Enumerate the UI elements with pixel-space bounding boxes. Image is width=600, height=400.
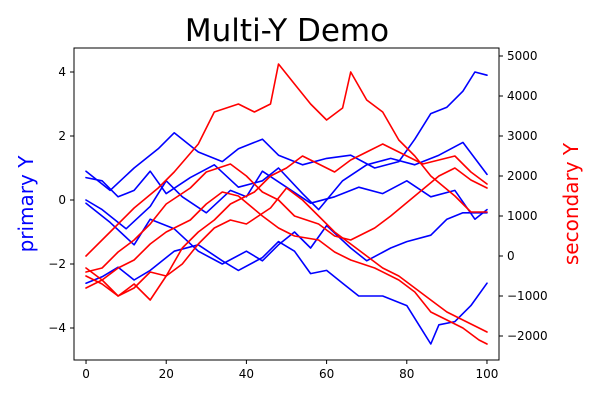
series-line-primary-4 [85,202,488,265]
x-axis: 0 20 40 60 80 100 [82,360,498,381]
series-line-primary-1 [85,71,488,192]
series-line-secondary-8 [85,163,488,273]
x-tick-label: 40 [239,367,254,381]
x-tick-label: 100 [476,367,499,381]
series-line-primary-5 [85,240,488,345]
plot-area [85,63,488,345]
secondary-y-label: secondary Y [559,142,583,265]
series-line-primary-2 [85,141,488,211]
primary-y-tick-label: 4 [58,65,66,79]
secondary-y-tick-label: 0 [507,249,515,263]
primary-y-tick-label: 2 [58,129,66,143]
series-line-secondary-7 [85,63,488,257]
secondary-y-tick-label: 2000 [507,169,538,183]
series-line-secondary-9 [85,191,488,345]
series-line-secondary-6 [85,143,488,297]
secondary-y-tick-label: 3000 [507,129,538,143]
secondary-y-tick-label: −2000 [507,329,548,343]
secondary-y-tick-label: 4000 [507,89,538,103]
secondary-y-tick-label: −1000 [507,289,548,303]
series-line-secondary-10 [85,187,488,333]
x-tick-label: 60 [319,367,334,381]
primary-y-label: primary Y [14,155,38,253]
primary-y-tick-label: −4 [48,321,66,335]
series-line-primary-3 [85,170,488,230]
secondary-y-tick-label: 5000 [507,49,538,63]
primary-y-axis: −4 −2 0 2 4 [48,65,74,335]
axes-frame [73,47,500,361]
chart-title: Multi-Y Demo [185,13,389,49]
x-tick-label: 80 [399,367,414,381]
x-tick-label: 0 [82,367,90,381]
primary-y-tick-label: 0 [58,193,66,207]
secondary-y-tick-label: 1000 [507,209,538,223]
primary-y-tick-label: −2 [48,257,66,271]
secondary-y-axis: −2000 −1000 0 1000 2000 3000 4000 5000 [499,49,548,343]
x-tick-label: 20 [159,367,174,381]
